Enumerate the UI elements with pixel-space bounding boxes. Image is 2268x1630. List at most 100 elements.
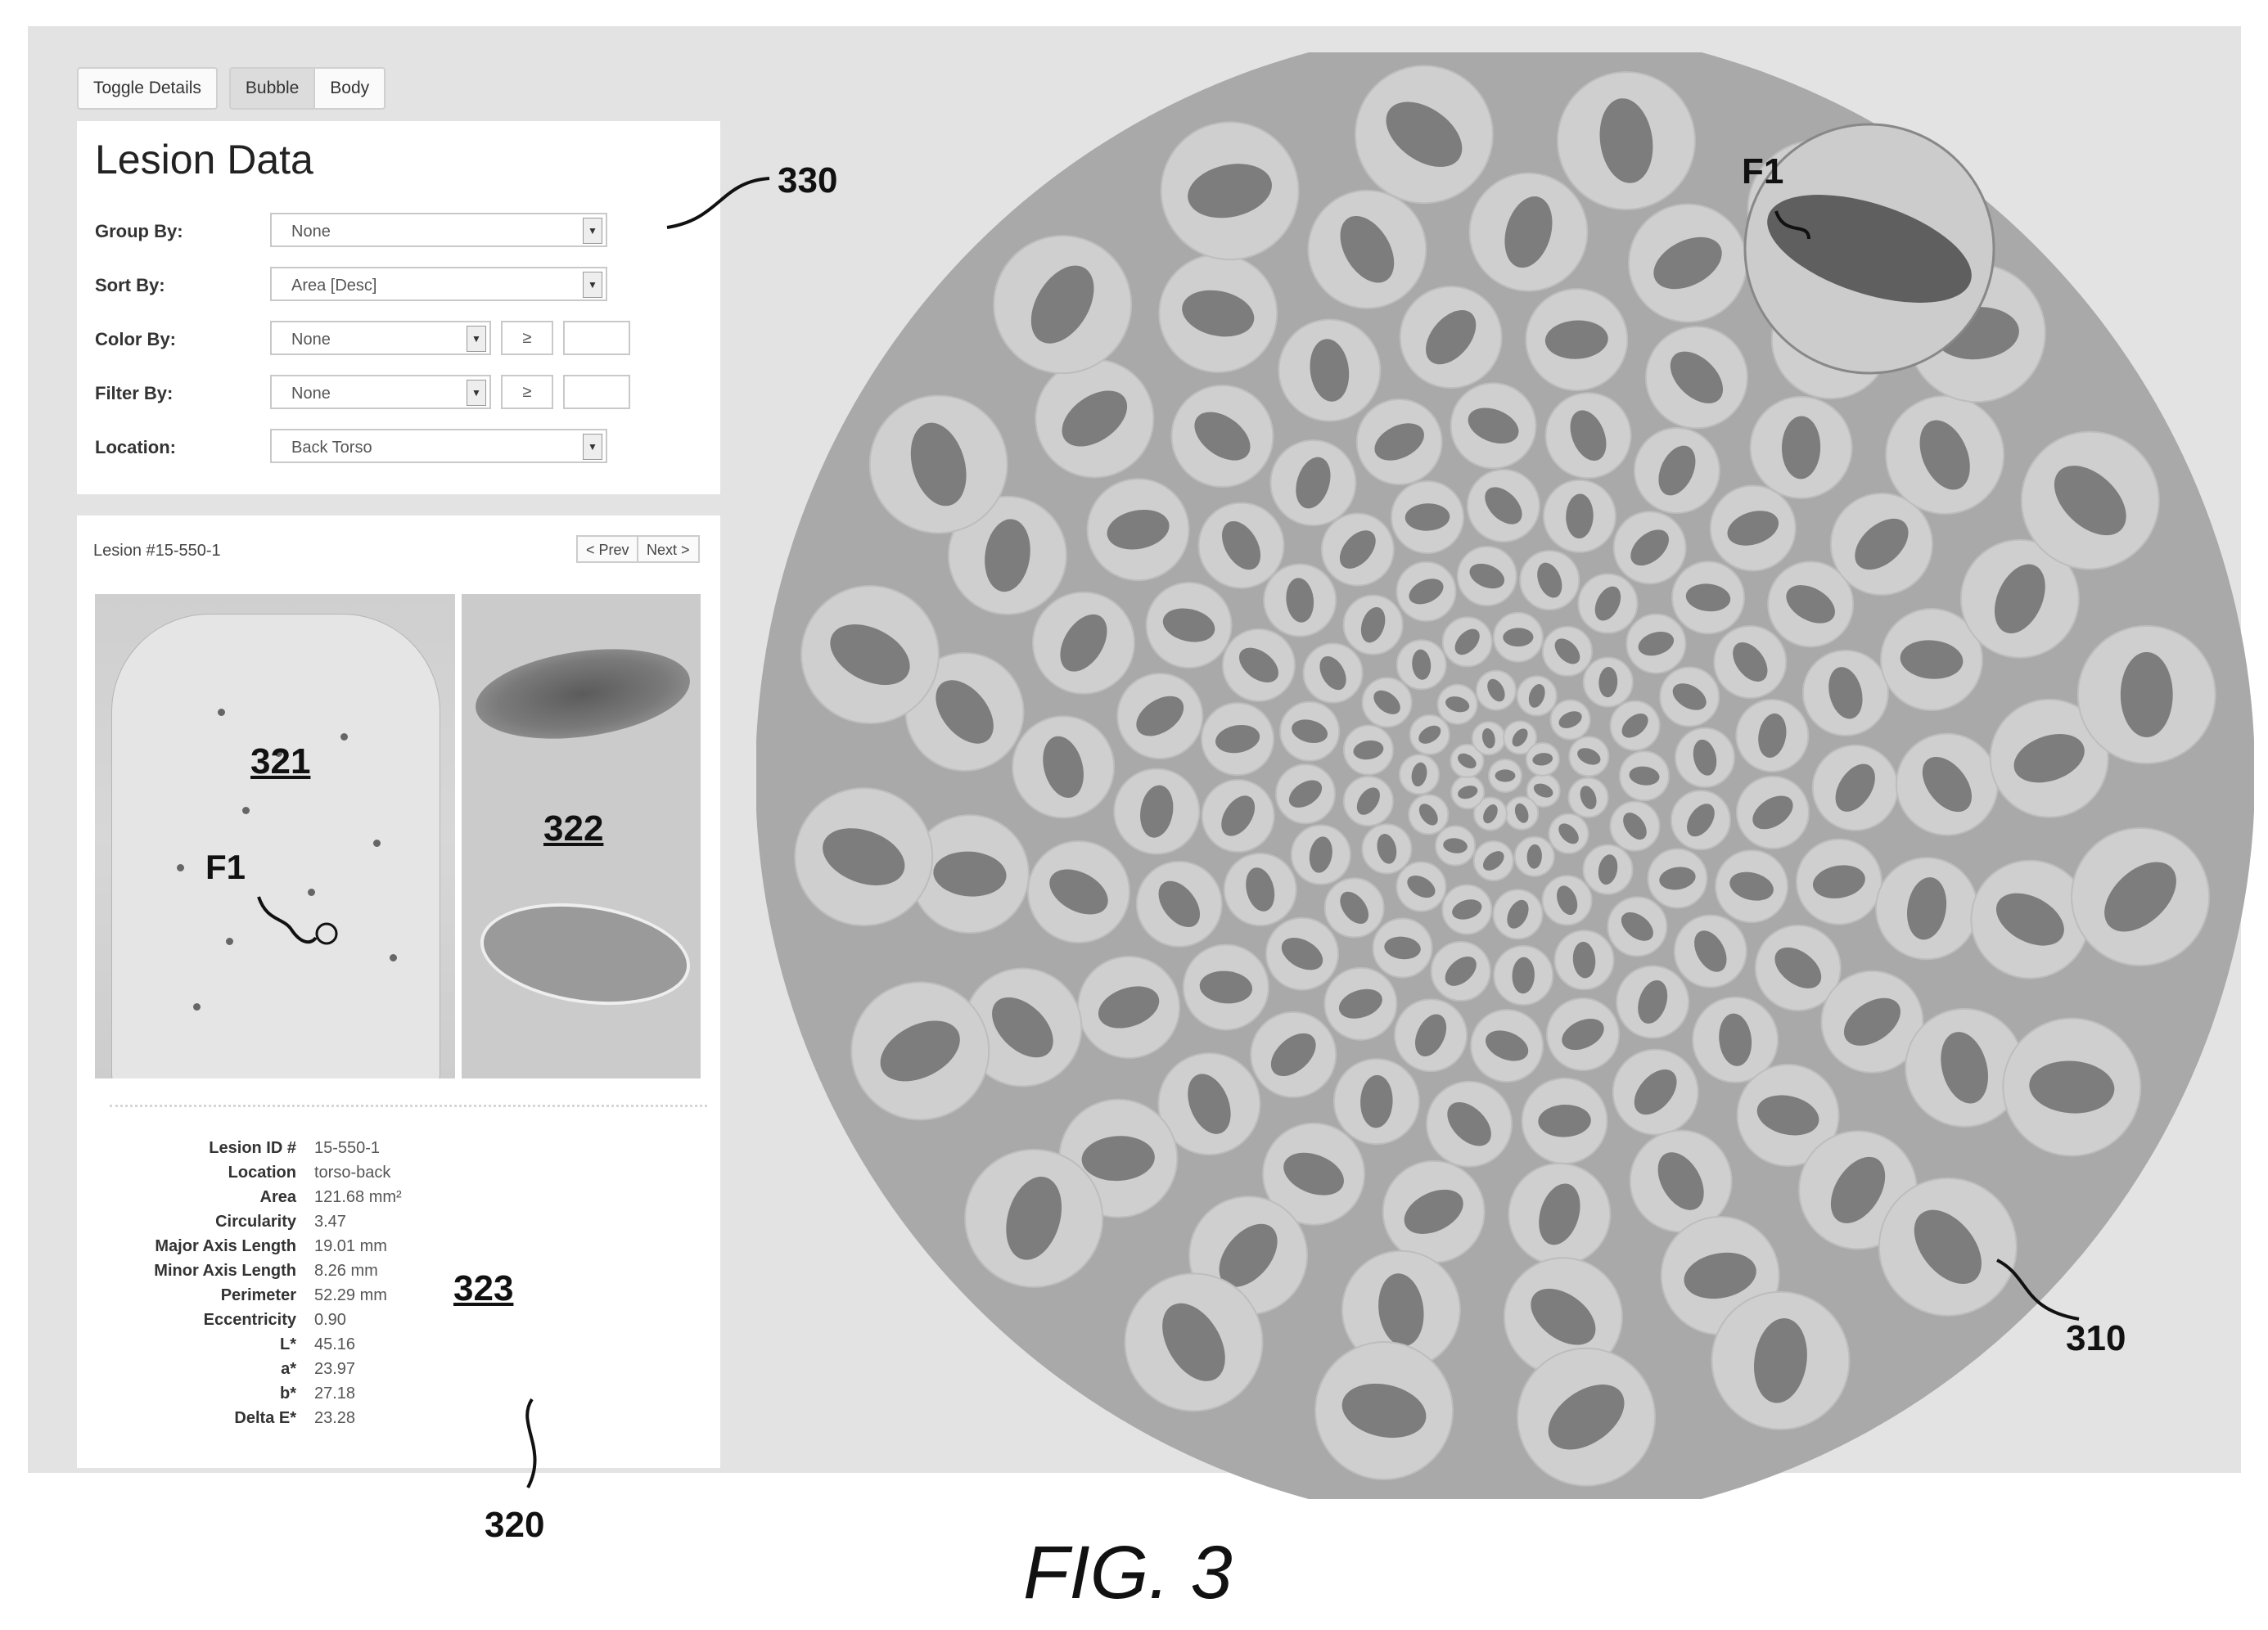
lesion-bubble[interactable] [1472, 722, 1505, 754]
lesion-bubble[interactable] [1184, 944, 1269, 1029]
lesion-bubble[interactable] [1569, 736, 1608, 776]
lesion-bubble[interactable] [1363, 678, 1412, 727]
lesion-bubble[interactable] [1202, 780, 1274, 852]
location-select[interactable]: Back Torso ▼ [270, 429, 607, 463]
lesion-bubble[interactable] [1797, 840, 1882, 925]
lesion-bubble[interactable] [801, 586, 939, 723]
sort-by-select[interactable]: Area [Desc] ▼ [270, 267, 607, 301]
lesion-bubble[interactable] [2003, 1019, 2140, 1156]
lesion-bubble[interactable] [1117, 673, 1202, 759]
lesion-bubble[interactable] [1202, 703, 1274, 775]
lesion-bubble[interactable] [1270, 440, 1355, 525]
lesion-bubble[interactable] [1344, 596, 1403, 655]
lesion-bubble[interactable] [1517, 676, 1557, 715]
lesion-bubble[interactable] [1610, 802, 1659, 851]
lesion-bubble[interactable] [1469, 173, 1587, 291]
lesion-bubble[interactable] [1546, 393, 1631, 478]
toggle-details-button[interactable]: Toggle Details [77, 67, 218, 110]
lesion-bubble[interactable] [1607, 897, 1666, 956]
bubble-chart[interactable] [756, 52, 2254, 1499]
lesion-bubble[interactable] [1714, 626, 1786, 698]
tab-bubble[interactable]: Bubble [229, 67, 315, 110]
lesion-bubble[interactable] [1344, 777, 1393, 826]
lesion-closeup-image[interactable]: 322 [462, 594, 701, 1078]
lesion-bubble[interactable] [1324, 968, 1396, 1040]
lesion-bubble[interactable] [1626, 615, 1685, 673]
lesion-bubble[interactable] [1334, 1059, 1419, 1144]
lesion-bubble[interactable] [1427, 1082, 1512, 1167]
color-by-operator[interactable]: ≥ [501, 321, 553, 355]
lesion-bubble[interactable] [1711, 1292, 1849, 1430]
lesion-bubble[interactable] [1711, 485, 1796, 570]
lesion-bubble[interactable] [1035, 360, 1153, 478]
lesion-bubble[interactable] [1400, 286, 1502, 388]
lesion-bubble[interactable] [1471, 1010, 1543, 1082]
lesion-bubble[interactable] [1223, 629, 1295, 701]
lesion-bubble[interactable] [1736, 700, 1808, 772]
lesion-bubble[interactable] [1308, 191, 1426, 308]
lesion-bubble[interactable] [1442, 885, 1491, 934]
lesion-bubble[interactable] [1544, 480, 1616, 552]
lesion-bubble[interactable] [1616, 966, 1689, 1038]
lesion-bubble[interactable] [1125, 1273, 1262, 1411]
lesion-bubble[interactable] [1547, 998, 1619, 1070]
lesion-bubble[interactable] [1451, 383, 1536, 468]
highlighted-lesion-bubble[interactable] [1745, 124, 1994, 373]
lesion-bubble[interactable] [1276, 764, 1335, 823]
lesion-bubble[interactable] [1813, 745, 1898, 831]
lesion-bubble[interactable] [2078, 626, 2216, 763]
lesion-bubble[interactable] [1264, 564, 1336, 636]
lesion-bubble[interactable] [1292, 826, 1350, 885]
color-by-select[interactable]: None ▼ [270, 321, 491, 355]
lesion-bubble[interactable] [1362, 824, 1411, 873]
lesion-bubble[interactable] [1886, 396, 2004, 514]
lesion-bubble[interactable] [1578, 574, 1637, 633]
lesion-bubble[interactable] [1520, 551, 1579, 610]
lesion-bubble[interactable] [1620, 751, 1669, 800]
lesion-bubble[interactable] [1251, 1012, 1336, 1097]
filter-by-threshold-input[interactable] [563, 375, 630, 409]
lesion-bubble[interactable] [1278, 319, 1380, 421]
lesion-bubble[interactable] [1458, 547, 1517, 606]
lesion-bubble[interactable] [1137, 862, 1222, 947]
lesion-bubble[interactable] [1078, 957, 1179, 1058]
lesion-bubble[interactable] [2022, 432, 2159, 570]
lesion-bubble[interactable] [1159, 254, 1277, 372]
lesion-bubble[interactable] [795, 788, 932, 925]
lesion-bubble[interactable] [1555, 930, 1614, 989]
lesion-bubble[interactable] [1505, 797, 1538, 830]
group-by-select[interactable]: None ▼ [270, 213, 607, 247]
lesion-bubble[interactable] [1114, 769, 1199, 854]
filter-by-select[interactable]: None ▼ [270, 375, 491, 409]
back-body-photo[interactable]: F1 321 [95, 594, 455, 1078]
lesion-bubble[interactable] [1409, 795, 1448, 834]
lesion-bubble[interactable] [1280, 702, 1339, 761]
lesion-bubble[interactable] [2072, 828, 2209, 966]
lesion-bubble[interactable] [1584, 658, 1633, 707]
lesion-bubble[interactable] [1672, 561, 1744, 633]
lesion-bubble[interactable] [1526, 289, 1627, 390]
lesion-bubble[interactable] [1443, 617, 1492, 666]
lesion-bubble[interactable] [1325, 878, 1384, 937]
lesion-bubble[interactable] [1438, 685, 1477, 724]
lesion-bubble[interactable] [1088, 479, 1189, 580]
filter-by-operator[interactable]: ≥ [501, 375, 553, 409]
lesion-bubble[interactable] [1451, 776, 1484, 808]
color-by-threshold-input[interactable] [563, 321, 630, 355]
lesion-bubble[interactable] [1522, 1078, 1607, 1164]
tab-body[interactable]: Body [315, 67, 386, 110]
lesion-bubble[interactable] [1171, 385, 1273, 487]
lesion-bubble[interactable] [1436, 826, 1475, 866]
lesion-bubble[interactable] [1803, 651, 1888, 736]
lesion-bubble[interactable] [1033, 592, 1134, 694]
lesion-bubble[interactable] [1432, 942, 1490, 1001]
lesion-bubble[interactable] [1613, 1050, 1698, 1135]
lesion-bubble[interactable] [1569, 778, 1608, 817]
lesion-bubble[interactable] [1322, 514, 1394, 586]
lesion-bubble[interactable] [1396, 862, 1445, 912]
lesion-bubble[interactable] [1879, 1178, 2017, 1316]
lesion-bubble[interactable] [1391, 481, 1463, 553]
lesion-bubble[interactable] [1373, 918, 1432, 977]
lesion-bubble[interactable] [1161, 122, 1299, 259]
lesion-bubble[interactable] [1634, 428, 1720, 513]
